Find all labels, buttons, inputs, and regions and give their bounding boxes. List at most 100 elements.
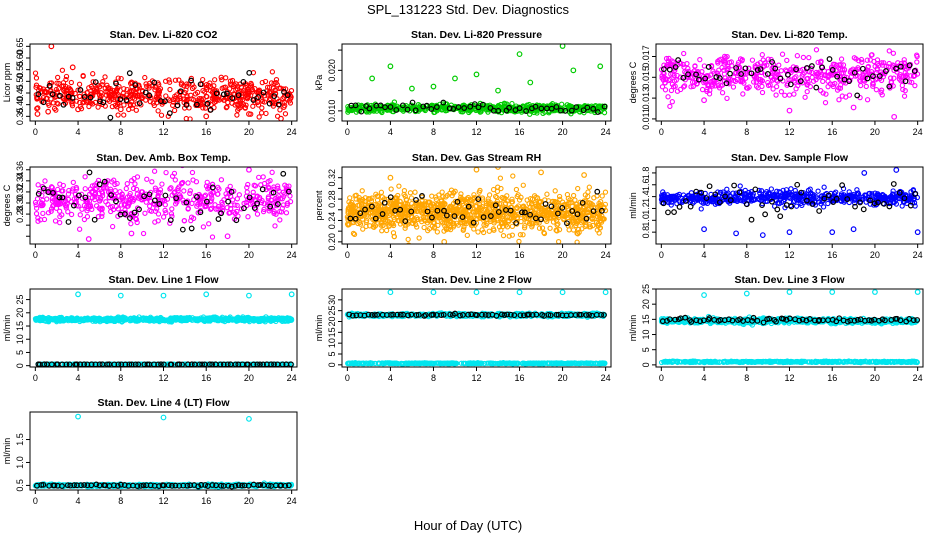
y-tick-label: 0.017	[641, 45, 651, 68]
data-point	[277, 196, 284, 202]
data-point	[45, 210, 52, 216]
data-point	[689, 79, 696, 85]
data-point	[151, 168, 158, 174]
data-point	[677, 86, 684, 93]
data-point	[70, 179, 76, 186]
data-point	[707, 87, 713, 93]
data-point	[667, 103, 673, 110]
data-point	[778, 199, 785, 206]
y-axis-label: degrees C	[628, 61, 638, 103]
hourly-point	[35, 91, 42, 98]
data-point	[392, 210, 398, 217]
hourly-point	[451, 213, 458, 220]
x-tick-label: 16	[827, 250, 837, 260]
data-point	[129, 195, 135, 201]
data-point	[97, 198, 103, 204]
outlier-point	[495, 87, 501, 94]
x-tick-label: 24	[287, 250, 297, 260]
hourly-point	[358, 108, 365, 115]
panel-title: Stan. Dev. Li-820 Temp.	[731, 29, 847, 41]
hourly-point	[798, 189, 805, 196]
hourly-point	[748, 70, 755, 77]
data-point	[459, 219, 465, 225]
data-point	[282, 182, 288, 188]
data-point	[78, 106, 85, 112]
data-point	[48, 184, 55, 190]
data-point	[181, 217, 187, 224]
data-point	[155, 90, 162, 97]
data-point	[836, 65, 842, 71]
data-point	[184, 83, 190, 89]
hourly-point	[830, 199, 837, 205]
data-point	[33, 84, 39, 90]
hourly-point	[590, 105, 597, 112]
data-point	[345, 205, 352, 211]
data-point	[471, 192, 477, 198]
data-point	[261, 206, 267, 213]
data-point	[382, 218, 389, 225]
data-point	[764, 62, 770, 68]
data-point	[786, 92, 793, 98]
y-tick-label: 1.2	[641, 202, 651, 215]
data-point	[450, 206, 456, 212]
data-point	[859, 59, 865, 65]
data-point	[765, 56, 771, 62]
hourly-point	[598, 207, 605, 214]
data-point	[54, 201, 61, 207]
plot-points	[32, 291, 295, 367]
data-point	[477, 205, 483, 211]
hourly-point	[470, 219, 477, 226]
x-tick-label: 4	[388, 250, 393, 260]
data-point	[589, 216, 595, 222]
panel-title: Stan. Dev. Gas Stream RH	[412, 152, 541, 164]
hourly-point	[819, 64, 826, 71]
hourly-point	[788, 203, 795, 210]
data-point	[601, 216, 607, 222]
data-point	[586, 184, 592, 190]
hourly-point	[450, 106, 457, 112]
data-point	[735, 59, 742, 66]
data-point	[454, 209, 460, 216]
y-tick-label: 0.8	[641, 226, 651, 239]
data-point	[813, 73, 819, 79]
hourly-point	[859, 65, 866, 72]
data-point	[746, 84, 752, 90]
data-point	[187, 190, 193, 196]
data-point	[383, 227, 390, 234]
data-point	[815, 59, 821, 66]
data-point	[45, 315, 52, 321]
data-point	[493, 193, 499, 200]
data-point	[815, 199, 822, 205]
data-point	[197, 193, 203, 199]
data-point	[601, 110, 608, 116]
data-point	[774, 71, 780, 77]
data-point	[287, 198, 294, 205]
hourly-point	[693, 71, 699, 78]
data-point	[88, 203, 94, 210]
data-point	[131, 96, 138, 102]
hourly-point	[381, 199, 388, 206]
data-point	[134, 205, 141, 211]
data-point	[536, 225, 543, 231]
data-point	[219, 85, 225, 91]
data-point	[187, 188, 193, 194]
data-point	[68, 211, 75, 218]
hourly-point	[513, 220, 519, 226]
data-point	[227, 183, 233, 189]
hourly-point	[86, 169, 93, 176]
data-point	[769, 77, 776, 83]
hourly-point	[752, 186, 759, 193]
hourly-point	[455, 104, 462, 110]
data-point	[800, 71, 806, 77]
data-point	[120, 90, 126, 96]
data-point	[272, 87, 278, 93]
data-point	[837, 85, 844, 91]
outlier-point	[452, 75, 458, 82]
hourly-point	[705, 64, 712, 70]
hourly-point	[759, 202, 765, 209]
hourly-point	[687, 203, 694, 210]
data-point	[854, 191, 860, 198]
data-point	[86, 203, 92, 210]
outlier-point	[75, 106, 81, 113]
data-point	[52, 218, 59, 224]
